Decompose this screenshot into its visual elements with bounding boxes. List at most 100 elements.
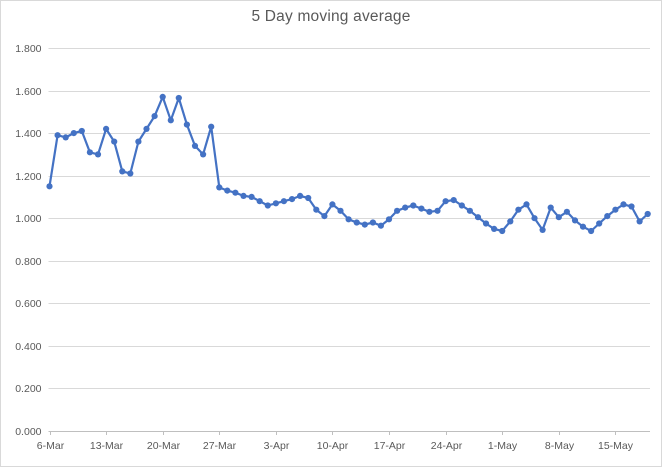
data-point[interactable] xyxy=(119,168,126,175)
data-point[interactable] xyxy=(264,202,271,209)
data-point[interactable] xyxy=(563,208,571,215)
data-point[interactable] xyxy=(321,213,328,220)
data-point[interactable] xyxy=(604,213,611,220)
data-point[interactable] xyxy=(579,223,587,230)
gridlines xyxy=(48,48,650,432)
x-axis-ticks xyxy=(50,431,616,435)
data-point[interactable] xyxy=(232,189,239,196)
data-point[interactable] xyxy=(175,94,182,102)
y-tick-label: 1.400 xyxy=(15,128,41,140)
y-tick-label: 1.200 xyxy=(15,171,41,183)
data-point[interactable] xyxy=(596,220,603,227)
data-point[interactable] xyxy=(612,206,619,213)
series-5-day-moving-average[interactable] xyxy=(48,95,649,233)
data-point[interactable] xyxy=(256,198,263,205)
data-point[interactable] xyxy=(127,170,134,177)
data-point[interactable] xyxy=(200,151,207,158)
data-point[interactable] xyxy=(394,207,401,214)
data-point[interactable] xyxy=(442,198,449,205)
x-tick-label: 1-May xyxy=(488,440,518,452)
data-point[interactable] xyxy=(167,117,174,124)
data-point[interactable] xyxy=(515,206,522,213)
data-point-markers[interactable] xyxy=(46,93,651,235)
data-point[interactable] xyxy=(571,217,579,224)
data-point[interactable] xyxy=(644,210,651,218)
data-point[interactable] xyxy=(208,123,215,130)
data-point[interactable] xyxy=(70,130,77,137)
data-point[interactable] xyxy=(361,221,368,228)
data-point[interactable] xyxy=(313,206,320,213)
data-point[interactable] xyxy=(466,207,473,214)
y-tick-label: 0.200 xyxy=(15,383,41,395)
y-tick-label: 0.400 xyxy=(15,341,41,353)
y-tick-label: 1.600 xyxy=(15,86,41,98)
data-point[interactable] xyxy=(280,198,287,205)
data-point[interactable] xyxy=(636,218,643,225)
data-point[interactable] xyxy=(482,220,490,227)
data-point[interactable] xyxy=(474,214,482,221)
y-tick-label: 1.000 xyxy=(15,213,41,225)
data-point[interactable] xyxy=(297,192,304,199)
data-point[interactable] xyxy=(191,142,199,149)
data-point[interactable] xyxy=(353,219,360,226)
data-point[interactable] xyxy=(410,202,417,209)
data-point[interactable] xyxy=(159,93,166,100)
data-point[interactable] xyxy=(402,204,409,211)
data-point[interactable] xyxy=(539,226,546,233)
data-point[interactable] xyxy=(531,215,538,222)
data-point[interactable] xyxy=(240,192,247,199)
x-tick-label: 20-Mar xyxy=(147,440,181,452)
data-point[interactable] xyxy=(54,132,61,139)
x-tick-label: 6-Mar xyxy=(37,440,65,452)
data-point[interactable] xyxy=(491,225,498,232)
data-point[interactable] xyxy=(111,138,118,145)
data-point[interactable] xyxy=(377,222,384,229)
data-point[interactable] xyxy=(434,207,441,214)
data-point[interactable] xyxy=(418,205,425,212)
data-point[interactable] xyxy=(385,216,393,223)
x-tick-label: 8-May xyxy=(545,440,575,452)
data-point[interactable] xyxy=(426,208,433,215)
data-point[interactable] xyxy=(272,200,279,207)
data-point[interactable] xyxy=(588,227,595,235)
data-point[interactable] xyxy=(183,121,190,128)
data-point[interactable] xyxy=(103,125,110,132)
data-point[interactable] xyxy=(288,196,296,203)
data-point[interactable] xyxy=(337,207,344,214)
series-line[interactable] xyxy=(48,95,649,233)
data-point[interactable] xyxy=(555,214,562,221)
x-tick-label: 13-Mar xyxy=(90,440,124,452)
data-point[interactable] xyxy=(458,202,465,209)
data-point[interactable] xyxy=(628,203,635,210)
data-point[interactable] xyxy=(547,204,554,211)
x-tick-label: 17-Apr xyxy=(374,440,406,452)
data-point[interactable] xyxy=(151,113,158,120)
data-point[interactable] xyxy=(216,184,223,191)
x-axis-labels: 6-Mar 13-Mar 20-Mar 27-Mar 3-Apr 10-Apr 17-Apr… xyxy=(37,440,634,452)
data-point[interactable] xyxy=(329,201,336,208)
data-point[interactable] xyxy=(620,201,627,208)
x-tick-label: 27-Mar xyxy=(203,440,237,452)
chart-title[interactable]: 5 Day moving average xyxy=(251,8,411,25)
data-point[interactable] xyxy=(345,216,352,223)
data-point[interactable] xyxy=(143,125,150,132)
data-point[interactable] xyxy=(305,194,312,202)
data-point[interactable] xyxy=(224,187,231,194)
data-point[interactable] xyxy=(369,219,376,226)
data-point[interactable] xyxy=(86,149,93,156)
data-point[interactable] xyxy=(523,201,530,208)
y-tick-label: 1.800 xyxy=(15,43,41,55)
data-point[interactable] xyxy=(62,134,69,141)
data-point[interactable] xyxy=(46,183,53,190)
data-point[interactable] xyxy=(450,197,457,204)
data-point[interactable] xyxy=(499,227,506,235)
data-point[interactable] xyxy=(135,138,142,145)
x-tick-label: 24-Apr xyxy=(431,440,463,452)
data-point[interactable] xyxy=(94,151,102,158)
x-tick-label: 15-May xyxy=(598,440,634,452)
data-point[interactable] xyxy=(78,127,85,135)
data-point[interactable] xyxy=(507,218,514,225)
data-point[interactable] xyxy=(248,193,255,200)
